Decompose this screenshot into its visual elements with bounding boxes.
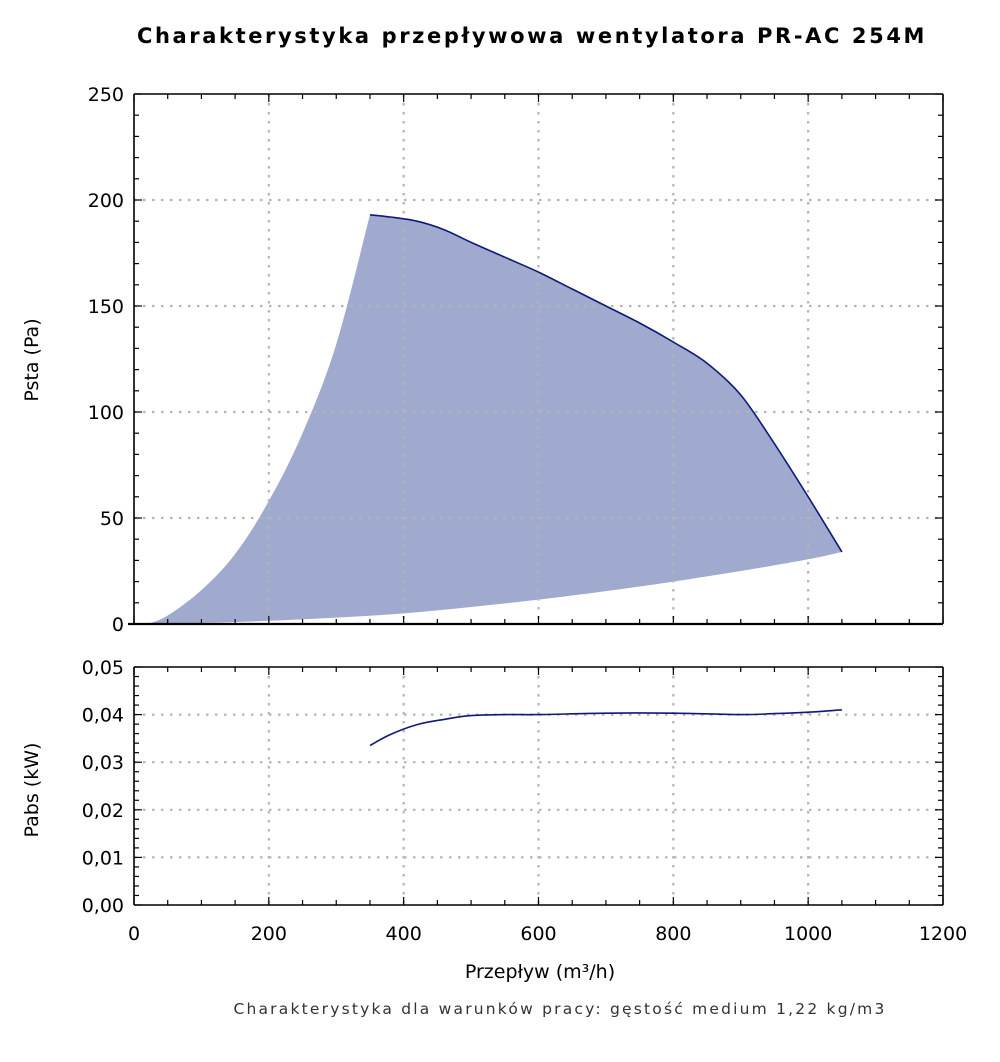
- pressure-axis-title: Psta (Pa): [21, 318, 43, 401]
- y-tick-label: 0: [112, 614, 124, 636]
- y-tick-label: 0,01: [82, 847, 124, 869]
- operating-area: [147, 214, 842, 625]
- power-curve: [369, 709, 842, 747]
- y-tick-label: 100: [88, 402, 124, 424]
- y-tick-label: 200: [88, 190, 124, 212]
- x-tick-label: 800: [655, 923, 691, 945]
- flow-axis-title: Przepływ (m³/h): [465, 961, 615, 983]
- x-tick-label: 400: [386, 923, 422, 945]
- y-tick-label: 0,04: [82, 705, 124, 727]
- y-tick-label: 250: [88, 84, 124, 106]
- max-pressure-curve: [369, 214, 843, 553]
- x-tick-label: 200: [251, 923, 287, 945]
- power-panel: 0,00 0,01 0,02 0,03 0,04 0,05 0 200 400 600 800 100…: [82, 657, 967, 945]
- power-axis-title: Pabs (kW): [21, 743, 43, 838]
- y-tick-label: 0,02: [82, 800, 124, 822]
- chart-footer-note: Charakterystyka dla warunków pracy: gęst…: [233, 1000, 887, 1018]
- x-tick-label: 0: [128, 923, 140, 945]
- x-tick-label: 600: [520, 923, 556, 945]
- y-tick-label: 0,05: [82, 657, 124, 679]
- y-tick-label: 150: [88, 296, 124, 318]
- x-tick-label: 1000: [784, 923, 832, 945]
- y-tick-label: 50: [100, 508, 124, 530]
- y-tick-label: 0,03: [82, 752, 124, 774]
- pressure-panel: 0 50 100 150 200 250: [88, 84, 944, 636]
- y-tick-label: 0,00: [82, 895, 124, 917]
- x-tick-label: 1200: [919, 923, 967, 945]
- chart-title: Charakterystyka przepływowa wentylatora …: [136, 24, 928, 48]
